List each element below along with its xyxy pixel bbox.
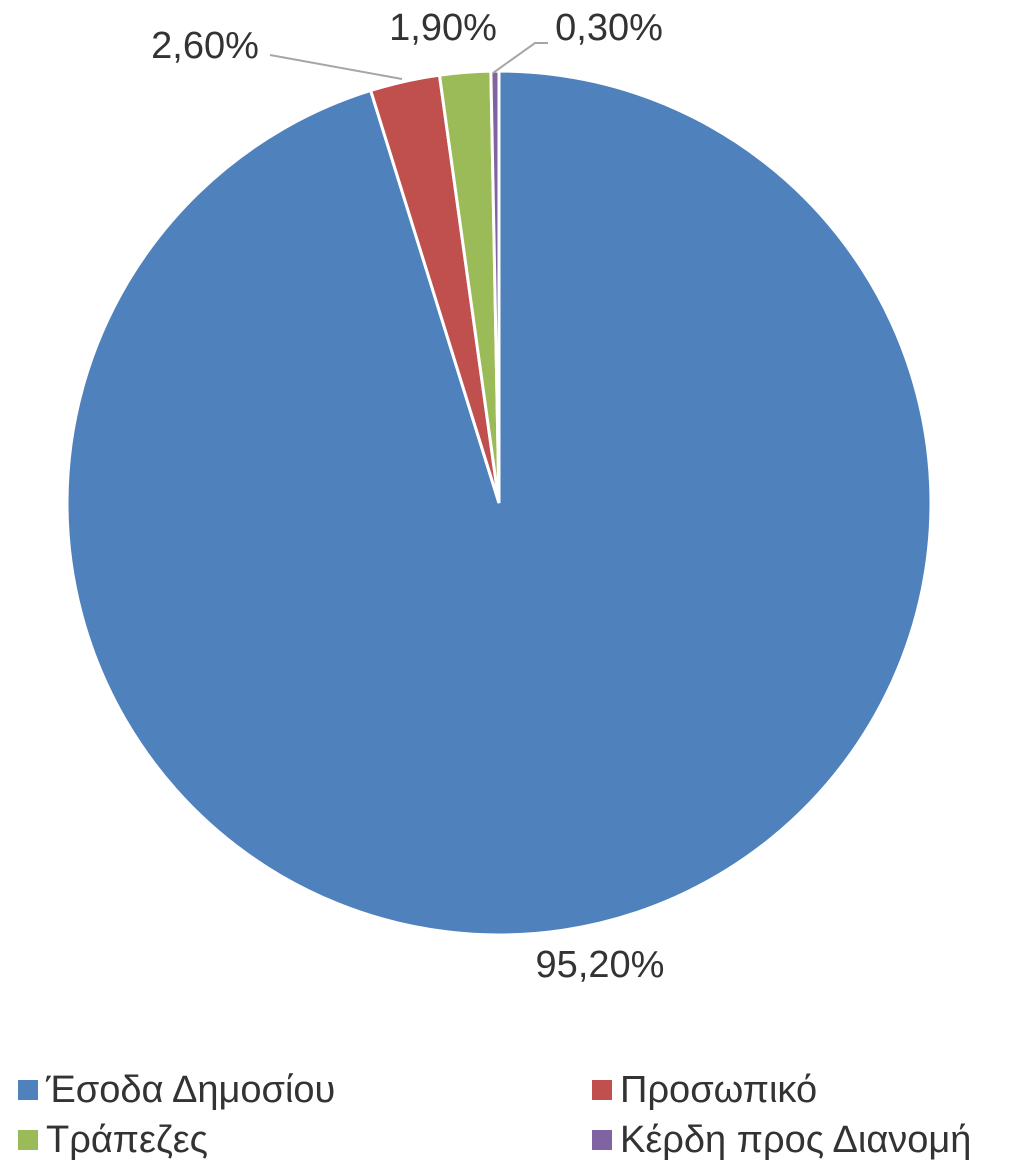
legend-item-esoda-dimosiou: Έσοδα Δημοσίου — [18, 1068, 335, 1112]
data-labels: 95,20% 2,60% 1,90% 0,30% — [151, 7, 664, 986]
legend-label: Τράπεζες — [46, 1118, 208, 1161]
legend-swatch — [18, 1130, 38, 1150]
legend: Έσοδα Δημοσίου Προσωπικό Τράπεζες Κέρδη … — [0, 1068, 1020, 1168]
legend-item-kerdi-pros-dianomi: Κέρδη προς Διανομή — [592, 1118, 971, 1162]
legend-swatch — [18, 1080, 38, 1100]
legend-swatch — [592, 1080, 612, 1100]
data-label-2: 1,90% — [389, 7, 497, 49]
legend-item-prosopiko: Προσωπικό — [592, 1068, 817, 1112]
leader-lines — [269, 42, 548, 80]
data-label-0: 95,20% — [536, 944, 665, 986]
legend-label: Κέρδη προς Διανομή — [620, 1118, 972, 1161]
legend-item-trapezes: Τράπεζες — [18, 1118, 208, 1162]
data-label-1: 2,60% — [151, 25, 259, 67]
data-label-3: 0,30% — [555, 7, 663, 49]
leader-line-3 — [492, 42, 548, 74]
pie-slices — [65, 69, 933, 937]
legend-label: Προσωπικό — [620, 1068, 818, 1111]
leader-line-1 — [269, 54, 403, 80]
legend-label: Έσοδα Δημοσίου — [46, 1068, 336, 1111]
pie-chart: 95,20% 2,60% 1,90% 0,30% — [65, 7, 933, 986]
legend-swatch — [592, 1130, 612, 1150]
